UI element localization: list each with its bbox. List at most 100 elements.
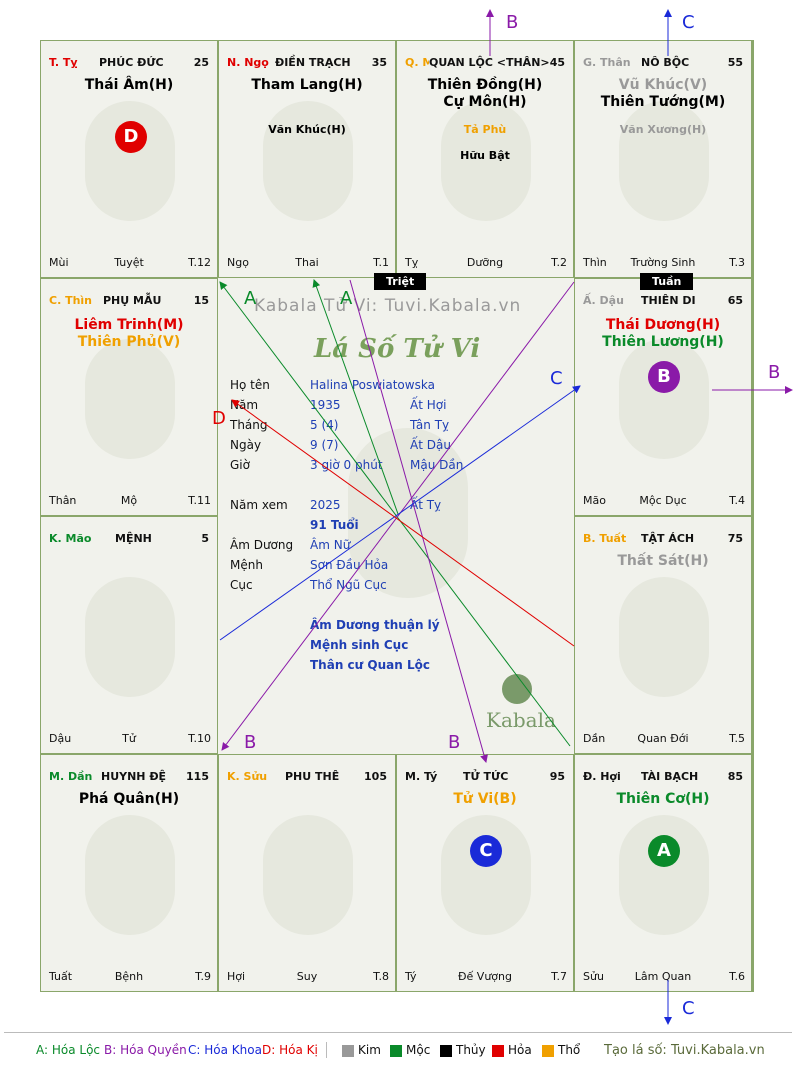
animal-watermark	[85, 577, 175, 697]
month-label: T.7	[551, 970, 567, 983]
legend-hoa-khoa: C: Hóa Khoa	[188, 1043, 262, 1057]
arrow-label-c: C	[682, 12, 695, 33]
yin-yang-watermark	[348, 428, 468, 598]
branch-label: Mão	[583, 494, 606, 507]
main-star: Thiên Lương(H)	[602, 334, 724, 350]
month-label: T.4	[729, 494, 745, 507]
arrow-label-d: D	[212, 408, 226, 429]
triet-badge: Triệt	[374, 273, 427, 290]
value-ho-ten: Halina Poswiatowska	[310, 378, 435, 392]
legend-hoa-quyen: B: Hóa Quyền	[104, 1043, 187, 1057]
arrow-label-b: B	[448, 732, 461, 753]
value-menh: Sơn Đầu Hỏa	[310, 558, 389, 572]
legend-tho: Thổ	[558, 1043, 581, 1057]
chart-logo-script: Lá Số Tử Vi	[314, 334, 481, 364]
note-than-cu: Thân cư Quan Lộc	[310, 658, 430, 672]
hoa-quyen-line	[221, 281, 575, 751]
age-label: 55	[727, 56, 743, 69]
animal-watermark	[263, 815, 353, 935]
palace-name: TỬ TỨC	[463, 770, 509, 783]
palace-name: TÀI BẠCH	[641, 770, 699, 783]
cell-tai-bach: Đ. Hợi TÀI BẠCH 85 Thiên Cơ(H) A Sửu Lâm…	[574, 754, 752, 992]
cell-dien-trach: N. Ngọ ĐIỀN TRẠCH 35 Tham Lang(H) Văn Kh…	[218, 40, 396, 278]
value-nam-xem: 2025	[310, 498, 341, 512]
cell-thien-di: Ấ. Dậu THIÊN DI 65 Thái Dương(H) Thiên L…	[574, 278, 752, 516]
stem-label: M. Tý	[405, 770, 438, 783]
main-star: Cự Môn(H)	[443, 94, 527, 110]
month-label: T.2	[551, 256, 567, 269]
main-star: Thiên Cơ(H)	[616, 791, 710, 807]
value-thang: 5 (4)	[310, 418, 339, 432]
stem-label: K. Sửu	[227, 770, 268, 783]
label-menh: Mệnh	[230, 558, 263, 572]
hoa-loc-line	[312, 279, 399, 515]
value-nam: 1935	[310, 398, 341, 412]
kim-swatch	[342, 1045, 354, 1057]
palace-name: MỆNH	[115, 532, 152, 545]
moc-swatch	[390, 1045, 402, 1057]
palace-name: PHÚC ĐỨC	[99, 56, 164, 69]
age-label: 105	[364, 770, 387, 783]
age-label: 115	[186, 770, 209, 783]
arrow-label-c: C	[550, 368, 563, 389]
phase-label: Mộ	[120, 494, 138, 507]
month-label: T.3	[729, 256, 745, 269]
branch-label: Ngọ	[227, 256, 249, 269]
month-label: T.9	[195, 970, 211, 983]
age-label: 25	[193, 56, 209, 69]
month-label: T.8	[373, 970, 389, 983]
palace-name: NÔ BỘC	[641, 56, 690, 69]
legend-hoa-ki: D: Hóa Kị	[262, 1043, 318, 1057]
arrow-label-b: B	[768, 362, 781, 383]
value-ngay-can: Ất Dậu	[410, 438, 451, 452]
animal-watermark	[619, 339, 709, 459]
age-label: 35	[371, 56, 387, 69]
stem-label: N. Ngọ	[227, 56, 269, 69]
branch-label: Thìn	[583, 256, 607, 269]
main-star: Thái Âm(H)	[84, 77, 174, 93]
site-watermark: Kabala Tử Vi: Tuvi.Kabala.vn	[254, 296, 522, 316]
main-star: Thiên Phủ(V)	[77, 334, 181, 350]
phase-label: Bệnh	[114, 970, 144, 983]
label-nam-xem: Năm xem	[230, 498, 288, 512]
main-star: Tham Lang(H)	[251, 77, 363, 93]
note-am-duong: Âm Dương thuận lý	[310, 618, 440, 632]
phase-label: Tử	[122, 732, 136, 745]
cell-menh: K. Mão MỆNH 5 Dậu Tử T.10	[40, 516, 218, 754]
palace-name: HUYNH ĐỆ	[101, 770, 167, 783]
legend-credit: Tạo lá số: Tuvi.Kabala.vn	[604, 1043, 765, 1058]
month-label: T.5	[729, 732, 745, 745]
arrow-label-b: B	[244, 732, 257, 753]
hoa-khoa-circle: C	[470, 835, 502, 867]
palace-name: THIÊN DI	[641, 294, 696, 307]
branch-label: Hợi	[227, 970, 246, 983]
age-label: 65	[727, 294, 743, 307]
palace-name: PHỤ MẪU	[103, 294, 162, 307]
hoa-quyen-circle: B	[648, 361, 680, 393]
stem-label: M. Dần	[49, 770, 93, 783]
main-star: Thiên Đồng(H)	[427, 77, 543, 93]
month-label: T.1	[373, 256, 389, 269]
tho-swatch	[542, 1045, 554, 1057]
main-star: Thiên Tướng(M)	[600, 94, 726, 110]
animal-watermark	[619, 577, 709, 697]
arrow-label-a: A	[340, 288, 353, 309]
phase-label: Đế Vượng	[458, 970, 512, 983]
legend-kim: Kim	[358, 1043, 381, 1057]
cell-tu-tuc: M. Tý TỬ TỨC 95 Tử Vi(B) C Tý Đế Vượng T…	[396, 754, 574, 992]
stem-label: G. Thân	[583, 56, 631, 69]
phase-label: Lâm Quan	[634, 970, 692, 983]
branch-label: Thân	[49, 494, 77, 507]
minor-star: Tả Phù	[463, 123, 507, 136]
branch-label: Dậu	[49, 732, 72, 745]
hoa-quyen-line	[349, 279, 488, 763]
cell-phu-the: K. Sửu PHU THÊ 105 Hợi Suy T.8	[218, 754, 396, 992]
stem-label: K. Mão	[49, 532, 92, 545]
age-label: 85	[727, 770, 743, 783]
branch-label: Sửu	[583, 970, 604, 983]
branch-label: Mùi	[49, 256, 69, 269]
stem-label: Đ. Hợi	[583, 770, 621, 783]
branch-label: Tỵ	[405, 256, 419, 269]
label-gio: Giờ	[230, 458, 250, 472]
month-label: T.12	[188, 256, 211, 269]
